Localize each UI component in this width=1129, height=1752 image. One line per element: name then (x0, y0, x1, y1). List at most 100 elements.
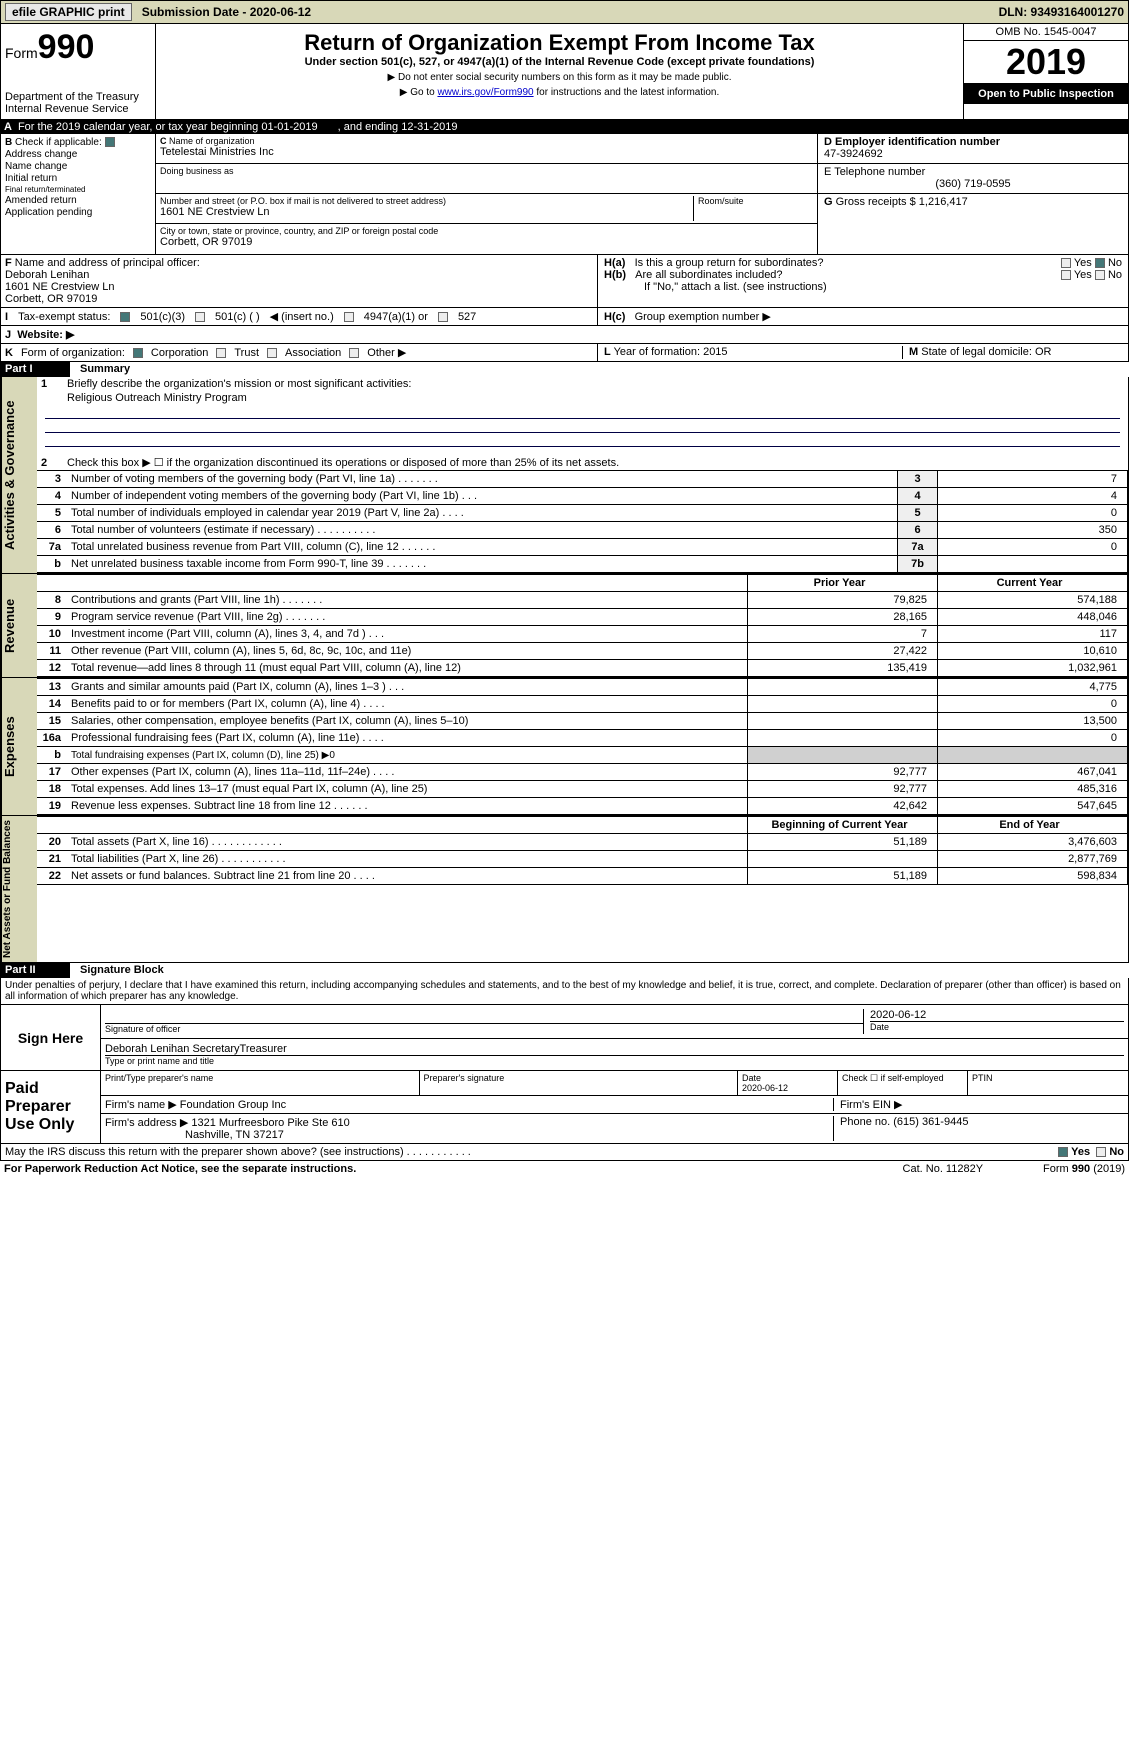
4947-check[interactable] (344, 312, 354, 322)
irs-discuss-row: May the IRS discuss this return with the… (0, 1144, 1129, 1161)
irs-no-check[interactable] (1096, 1147, 1106, 1157)
501c-check[interactable] (195, 312, 205, 322)
trust-check[interactable] (216, 348, 226, 358)
hb-note: If "No," attach a list. (see instruction… (604, 281, 1122, 293)
addr-label: Number and street (or P.O. box if mail i… (160, 196, 693, 206)
preparer-label: Paid Preparer Use Only (1, 1071, 101, 1143)
state-domicile: State of legal domicile: OR (921, 346, 1051, 358)
sign-here-block: Sign Here Signature of officer 2020-06-1… (0, 1005, 1129, 1071)
org-city: Corbett, OR 97019 (160, 236, 813, 248)
part2-header: Part II (0, 963, 70, 978)
preparer-block: Paid Preparer Use Only Print/Type prepar… (0, 1071, 1129, 1144)
org-name: Tetelestai Ministries Inc (160, 146, 813, 158)
date-label: Date (870, 1021, 1124, 1032)
firm-name: Foundation Group Inc (180, 1099, 286, 1111)
firm-city: Nashville, TN 37217 (105, 1129, 284, 1141)
irs-link[interactable]: www.irs.gov/Form990 (437, 87, 533, 98)
prep-date: 2020-06-12 (742, 1083, 788, 1093)
gross-label: Gross receipts $ (836, 196, 916, 208)
prep-sig-label: Preparer's signature (420, 1071, 739, 1095)
ptin-label: PTIN (968, 1071, 1128, 1095)
city-label: City or town, state or province, country… (160, 226, 813, 236)
row-a: A For the 2019 calendar year, or tax yea… (0, 120, 1129, 134)
phone-value: (360) 719-0595 (824, 178, 1122, 190)
revenue-table: Prior YearCurrent Year8Contributions and… (37, 574, 1128, 677)
note-link: ▶ Go to www.irs.gov/Form990 for instruct… (162, 87, 957, 98)
form-number: Form990 (5, 28, 151, 67)
addr-change-label: Address change (5, 149, 151, 160)
org-address: 1601 NE Crestview Ln (160, 206, 693, 218)
initial-label: Initial return (5, 173, 151, 184)
irs-yes-check[interactable] (1058, 1147, 1068, 1157)
footer-left: For Paperwork Reduction Act Notice, see … (4, 1163, 356, 1175)
name-change-label: Name change (5, 161, 151, 172)
firm-ein-label: Firm's EIN ▶ (834, 1098, 1124, 1111)
ha-no[interactable] (1095, 258, 1105, 268)
check-applicable[interactable] (105, 137, 115, 147)
527-check[interactable] (438, 312, 448, 322)
ha-yes[interactable] (1061, 258, 1071, 268)
website-row: J Website: ▶ (0, 326, 1129, 344)
other-check[interactable] (349, 348, 359, 358)
sign-date: 2020-06-12 (870, 1009, 1124, 1021)
assoc-check[interactable] (267, 348, 277, 358)
dln-label: DLN: 93493164001270 (999, 5, 1124, 19)
hc-text: Group exemption number ▶ (635, 311, 771, 323)
dba-label: Doing business as (160, 166, 813, 176)
formation-row: K Form of organization: Corporation Trus… (0, 344, 1129, 362)
year-formation: Year of formation: 2015 (614, 346, 728, 358)
q2-label: Check this box ▶ ☐ if the organization d… (67, 456, 619, 469)
summary-table: 3Number of voting members of the governi… (37, 470, 1128, 573)
officer-city: Corbett, OR 97019 (5, 293, 97, 305)
firm-addr: 1321 Murfreesboro Pike Ste 610 (191, 1117, 349, 1129)
perjury-text: Under penalties of perjury, I declare th… (0, 978, 1129, 1005)
signer-name: Deborah Lenihan SecretaryTreasurer (105, 1043, 1124, 1056)
expense-section: Expenses 13Grants and similar amounts pa… (0, 678, 1129, 816)
assets-section: Net Assets or Fund Balances Beginning of… (0, 816, 1129, 963)
form-header: Form990 Department of the Treasury Inter… (0, 24, 1129, 120)
form-title: Return of Organization Exempt From Incom… (162, 30, 957, 56)
efile-button[interactable]: efile GRAPHIC print (5, 3, 132, 21)
q1-label: Briefly describe the organization's miss… (67, 378, 411, 390)
footer-cat: Cat. No. 11282Y (903, 1163, 984, 1175)
corp-check[interactable] (133, 348, 143, 358)
final-label: Final return/terminated (5, 185, 151, 194)
hb-yes[interactable] (1061, 270, 1071, 280)
irs-label: Internal Revenue Service (5, 103, 151, 115)
prep-name-label: Print/Type preparer's name (101, 1071, 420, 1095)
revenue-tab: Revenue (1, 574, 37, 677)
self-emp-label: Check ☐ if self-employed (838, 1071, 968, 1095)
submission-date: Submission Date - 2020-06-12 (142, 5, 311, 19)
gross-value: 1,216,417 (919, 196, 968, 208)
dept-label: Department of the Treasury (5, 91, 151, 103)
officer-addr: 1601 NE Crestview Ln (5, 281, 114, 293)
name-title-label: Type or print name and title (105, 1056, 1124, 1066)
officer-name: Deborah Lenihan (5, 269, 89, 281)
officer-row: F Name and address of principal officer:… (0, 255, 1129, 308)
501c3-check[interactable] (120, 312, 130, 322)
page-footer: For Paperwork Reduction Act Notice, see … (0, 1161, 1129, 1177)
expense-table: 13Grants and similar amounts paid (Part … (37, 678, 1128, 815)
assets-table: Beginning of Current YearEnd of Year20To… (37, 816, 1128, 885)
entity-block: B Check if applicable: Address change Na… (0, 134, 1129, 255)
top-toolbar: efile GRAPHIC print Submission Date - 20… (0, 0, 1129, 24)
expense-tab: Expenses (1, 678, 37, 815)
ein-label: D Employer identification number (824, 136, 1122, 148)
ein-value: 47-3924692 (824, 148, 1122, 160)
note-ssn: ▶ Do not enter social security numbers o… (162, 72, 957, 83)
q1-answer: Religious Outreach Ministry Program (67, 392, 247, 404)
gov-section: Activities & Governance 1Briefly describ… (0, 377, 1129, 574)
form-subtitle: Under section 501(c), 527, or 4947(a)(1)… (162, 56, 957, 68)
pending-label: Application pending (5, 207, 151, 218)
gov-tab: Activities & Governance (1, 377, 37, 573)
phone-label: E Telephone number (824, 166, 1122, 178)
room-label: Room/suite (698, 196, 813, 206)
footer-form: Form 990 (2019) (1043, 1163, 1125, 1175)
part1-header: Part I (0, 362, 70, 377)
tax-year: 2019 (964, 41, 1128, 84)
status-row: I Tax-exempt status: 501(c)(3) 501(c) ( … (0, 308, 1129, 326)
firm-phone: (615) 361-9445 (893, 1116, 968, 1128)
hb-no[interactable] (1095, 270, 1105, 280)
assets-tab: Net Assets or Fund Balances (1, 816, 37, 962)
open-public: Open to Public Inspection (964, 84, 1128, 104)
